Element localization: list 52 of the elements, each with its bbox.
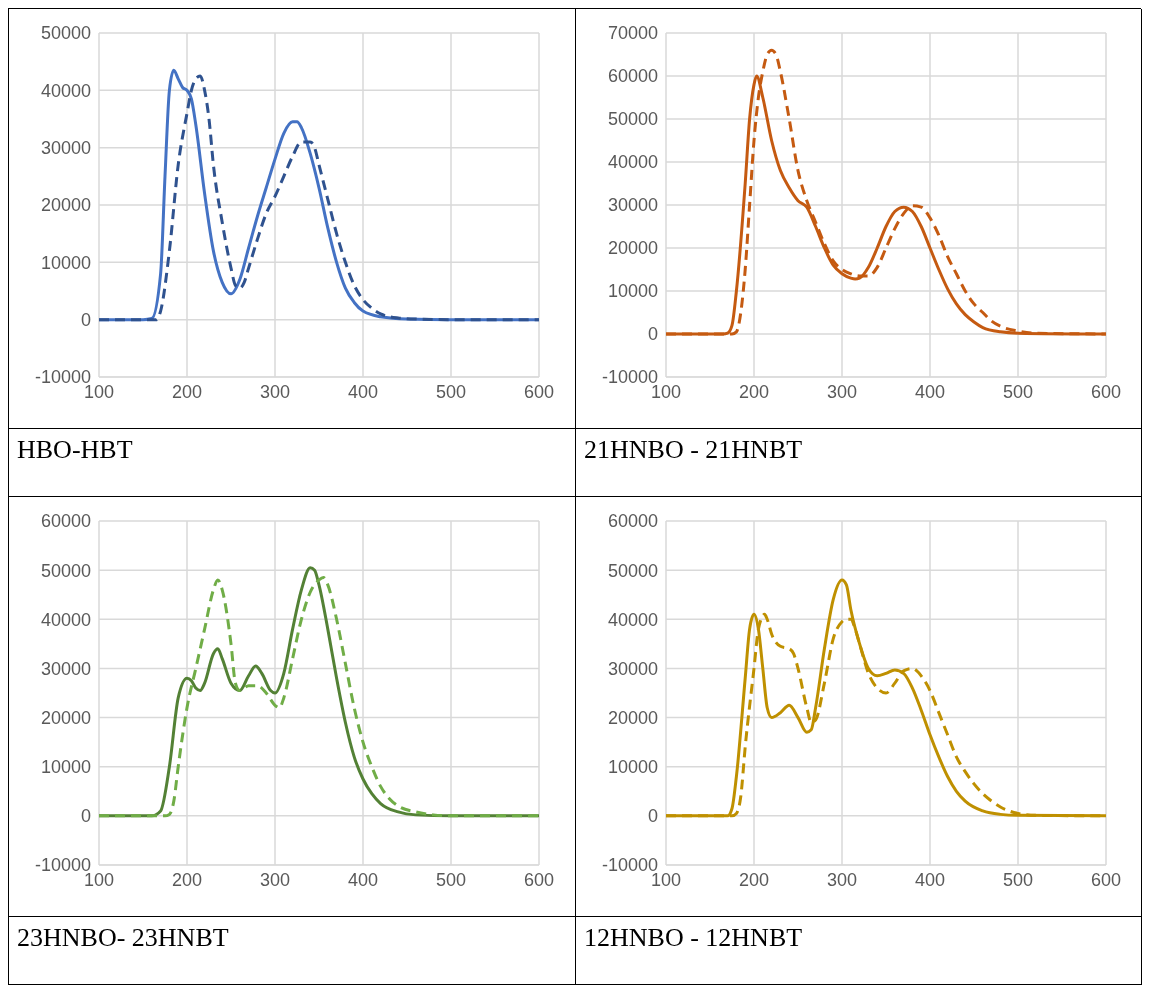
y-tick-label: 50000 <box>607 560 658 581</box>
x-tick-label: 500 <box>1002 381 1034 402</box>
text: 12HNBO - 12HNBT <box>584 923 803 952</box>
y-tick-label: 20000 <box>607 707 658 728</box>
y-tick-label: 40000 <box>40 609 91 630</box>
text: HBO-HBT <box>17 435 133 464</box>
y-tick-label: 10000 <box>607 281 658 302</box>
y-tick-label: 50000 <box>40 560 91 581</box>
x-tick-label: 600 <box>1090 381 1122 402</box>
y-tick-label: 50000 <box>40 23 91 44</box>
x-tick-label: 500 <box>435 381 467 402</box>
x-tick-label: 200 <box>738 381 770 402</box>
y-tick-label: 10000 <box>40 252 91 273</box>
y-tick-label: 40000 <box>607 152 658 173</box>
text: 23HNBO- 23HNBT <box>17 923 229 952</box>
x-tick-label: 500 <box>1002 869 1034 890</box>
y-tick-label: 30000 <box>40 658 91 679</box>
y-tick-label: 10000 <box>40 757 91 778</box>
x-tick-label: 600 <box>523 869 555 890</box>
x-tick-label: 300 <box>259 381 291 402</box>
y-tick-label: 70000 <box>607 23 658 44</box>
y-tick-label: 0 <box>647 324 658 345</box>
y-tick-label: 20000 <box>40 707 91 728</box>
x-tick-label: 200 <box>171 869 203 890</box>
x-tick-label: 200 <box>738 869 770 890</box>
y-tick-label: 10000 <box>607 757 658 778</box>
y-tick-label: 30000 <box>607 195 658 216</box>
x-tick-label: 300 <box>826 381 858 402</box>
y-tick-label: 40000 <box>607 609 658 630</box>
x-tick-label: 500 <box>435 869 467 890</box>
y-tick-label: 0 <box>647 806 658 827</box>
y-tick-label: 60000 <box>607 66 658 87</box>
x-tick-label: 400 <box>347 381 379 402</box>
x-tick-label: 400 <box>347 869 379 890</box>
y-tick-label: 60000 <box>40 511 91 532</box>
x-tick-label: 600 <box>1090 869 1122 890</box>
y-tick-label: 20000 <box>40 195 91 216</box>
y-tick-label: 20000 <box>607 238 658 259</box>
y-tick-label: 30000 <box>40 138 91 159</box>
y-tick-label: 60000 <box>607 511 658 532</box>
x-tick-label: 400 <box>914 869 946 890</box>
y-tick-label: 50000 <box>607 109 658 130</box>
y-tick-label: 0 <box>80 806 91 827</box>
y-tick-label: 30000 <box>607 658 658 679</box>
x-tick-label: 200 <box>171 381 203 402</box>
text: 21HNBO - 21HNBT <box>584 435 803 464</box>
x-tick-label: 600 <box>523 381 555 402</box>
x-tick-label: 300 <box>259 869 291 890</box>
y-tick-label: 0 <box>80 310 91 331</box>
x-tick-label: 300 <box>826 869 858 890</box>
x-tick-label: 400 <box>914 381 946 402</box>
y-tick-label: 40000 <box>40 80 91 101</box>
